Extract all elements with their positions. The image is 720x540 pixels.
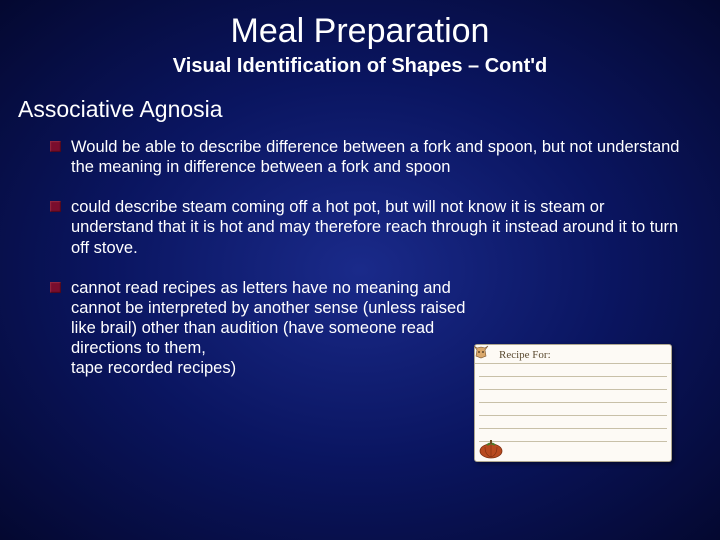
recipe-label: Recipe For: [475,345,671,364]
list-item: could describe steam coming off a hot po… [50,197,690,257]
bullet-text: Would be able to describe difference bet… [71,137,690,177]
recipe-line [479,390,667,403]
bullet-icon [50,201,61,212]
slide-subtitle: Visual Identification of Shapes – Cont'd [0,51,720,96]
bullet-icon [50,282,61,293]
slide-title: Meal Preparation [0,0,720,51]
recipe-card-image: Recipe For: [474,344,672,462]
recipe-line [479,364,667,377]
recipe-line [479,403,667,416]
bullet-list: Would be able to describe difference bet… [0,137,720,378]
list-item: Would be able to describe difference bet… [50,137,690,177]
pumpkin-icon [477,433,509,459]
recipe-line [479,416,667,429]
bullet-text: could describe steam coming off a hot po… [71,197,690,257]
bullet-icon [50,141,61,152]
section-heading: Associative Agnosia [0,96,720,137]
kitten-icon [471,342,491,362]
recipe-line [479,377,667,390]
